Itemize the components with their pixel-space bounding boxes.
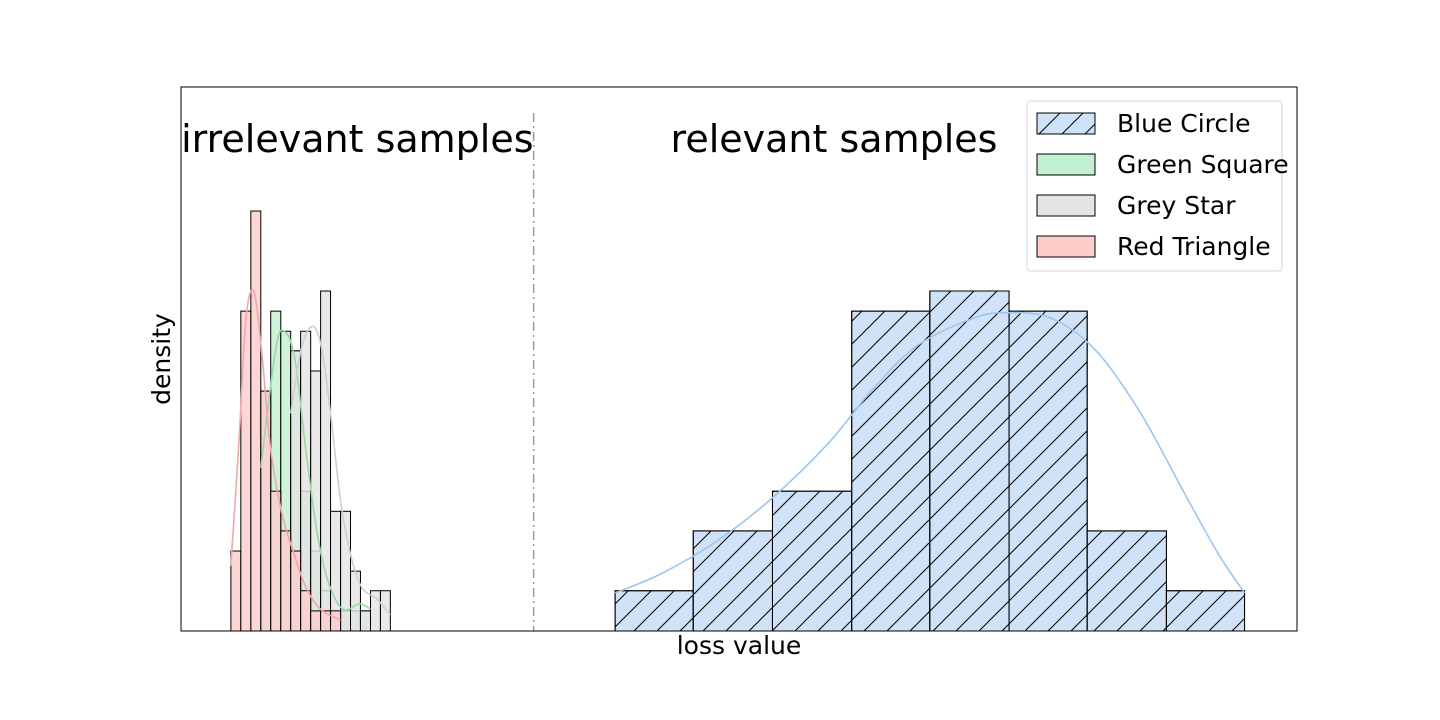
red-triangle-bar <box>330 610 342 632</box>
blue-circle-bar-hatch <box>1086 530 1167 632</box>
legend: Blue Circle Green Square Grey Star Red Tria… <box>1026 100 1289 272</box>
red-triangle-bar <box>230 550 242 632</box>
grey-star-bar <box>359 610 371 632</box>
green-square-legend-label: Green Square <box>1117 150 1289 179</box>
red-triangle-bar <box>280 530 292 632</box>
blue-circle-bar-hatch <box>614 590 694 632</box>
blue-circle-bar-hatch <box>1008 310 1088 632</box>
grey-star-legend-swatch <box>1036 194 1096 217</box>
red-triangle-legend-swatch <box>1036 235 1096 258</box>
legend-frame <box>1026 100 1283 272</box>
red-triangle-bar <box>300 590 312 632</box>
red-triangle-bar <box>270 490 282 632</box>
blue-circle-bar-hatch <box>771 490 853 632</box>
red-triangle-bar <box>250 210 262 632</box>
plot-frame <box>180 86 1298 632</box>
kde-layer <box>230 289 1246 621</box>
y-axis-label: density <box>147 313 176 405</box>
grey-star-kde-line <box>289 325 391 616</box>
red-triangle-bar <box>310 610 322 632</box>
blue-circle-bar-hatch <box>1165 590 1246 632</box>
red-triangle-bar <box>290 550 302 632</box>
green-square-legend-swatch <box>1036 153 1096 176</box>
blue-circle-bar-hatch <box>929 290 1010 632</box>
right-region-label: relevant samples <box>671 117 998 161</box>
red-triangle-bar <box>320 610 332 632</box>
grey-star-bar <box>320 290 332 632</box>
blue-circle-bar-hatch <box>692 530 773 632</box>
blue-circle-legend-hatch <box>1036 112 1096 135</box>
x-axis-label: loss value <box>677 631 802 660</box>
red-triangle-kde-line <box>230 289 341 621</box>
grey-star-legend-label: Grey Star <box>1117 191 1236 220</box>
red-triangle-legend-label: Red Triangle <box>1117 232 1271 261</box>
blue-circle-kde-line <box>614 311 1246 594</box>
left-region-label: irrelevant samples <box>181 117 533 161</box>
bars-layer <box>230 210 1246 632</box>
green-square-kde-line <box>260 329 371 611</box>
blue-circle-legend-label: Blue Circle <box>1117 109 1250 138</box>
grey-star-bar <box>379 590 391 632</box>
blue-circle-bar-hatch <box>851 310 931 632</box>
red-triangle-bar <box>240 310 252 632</box>
